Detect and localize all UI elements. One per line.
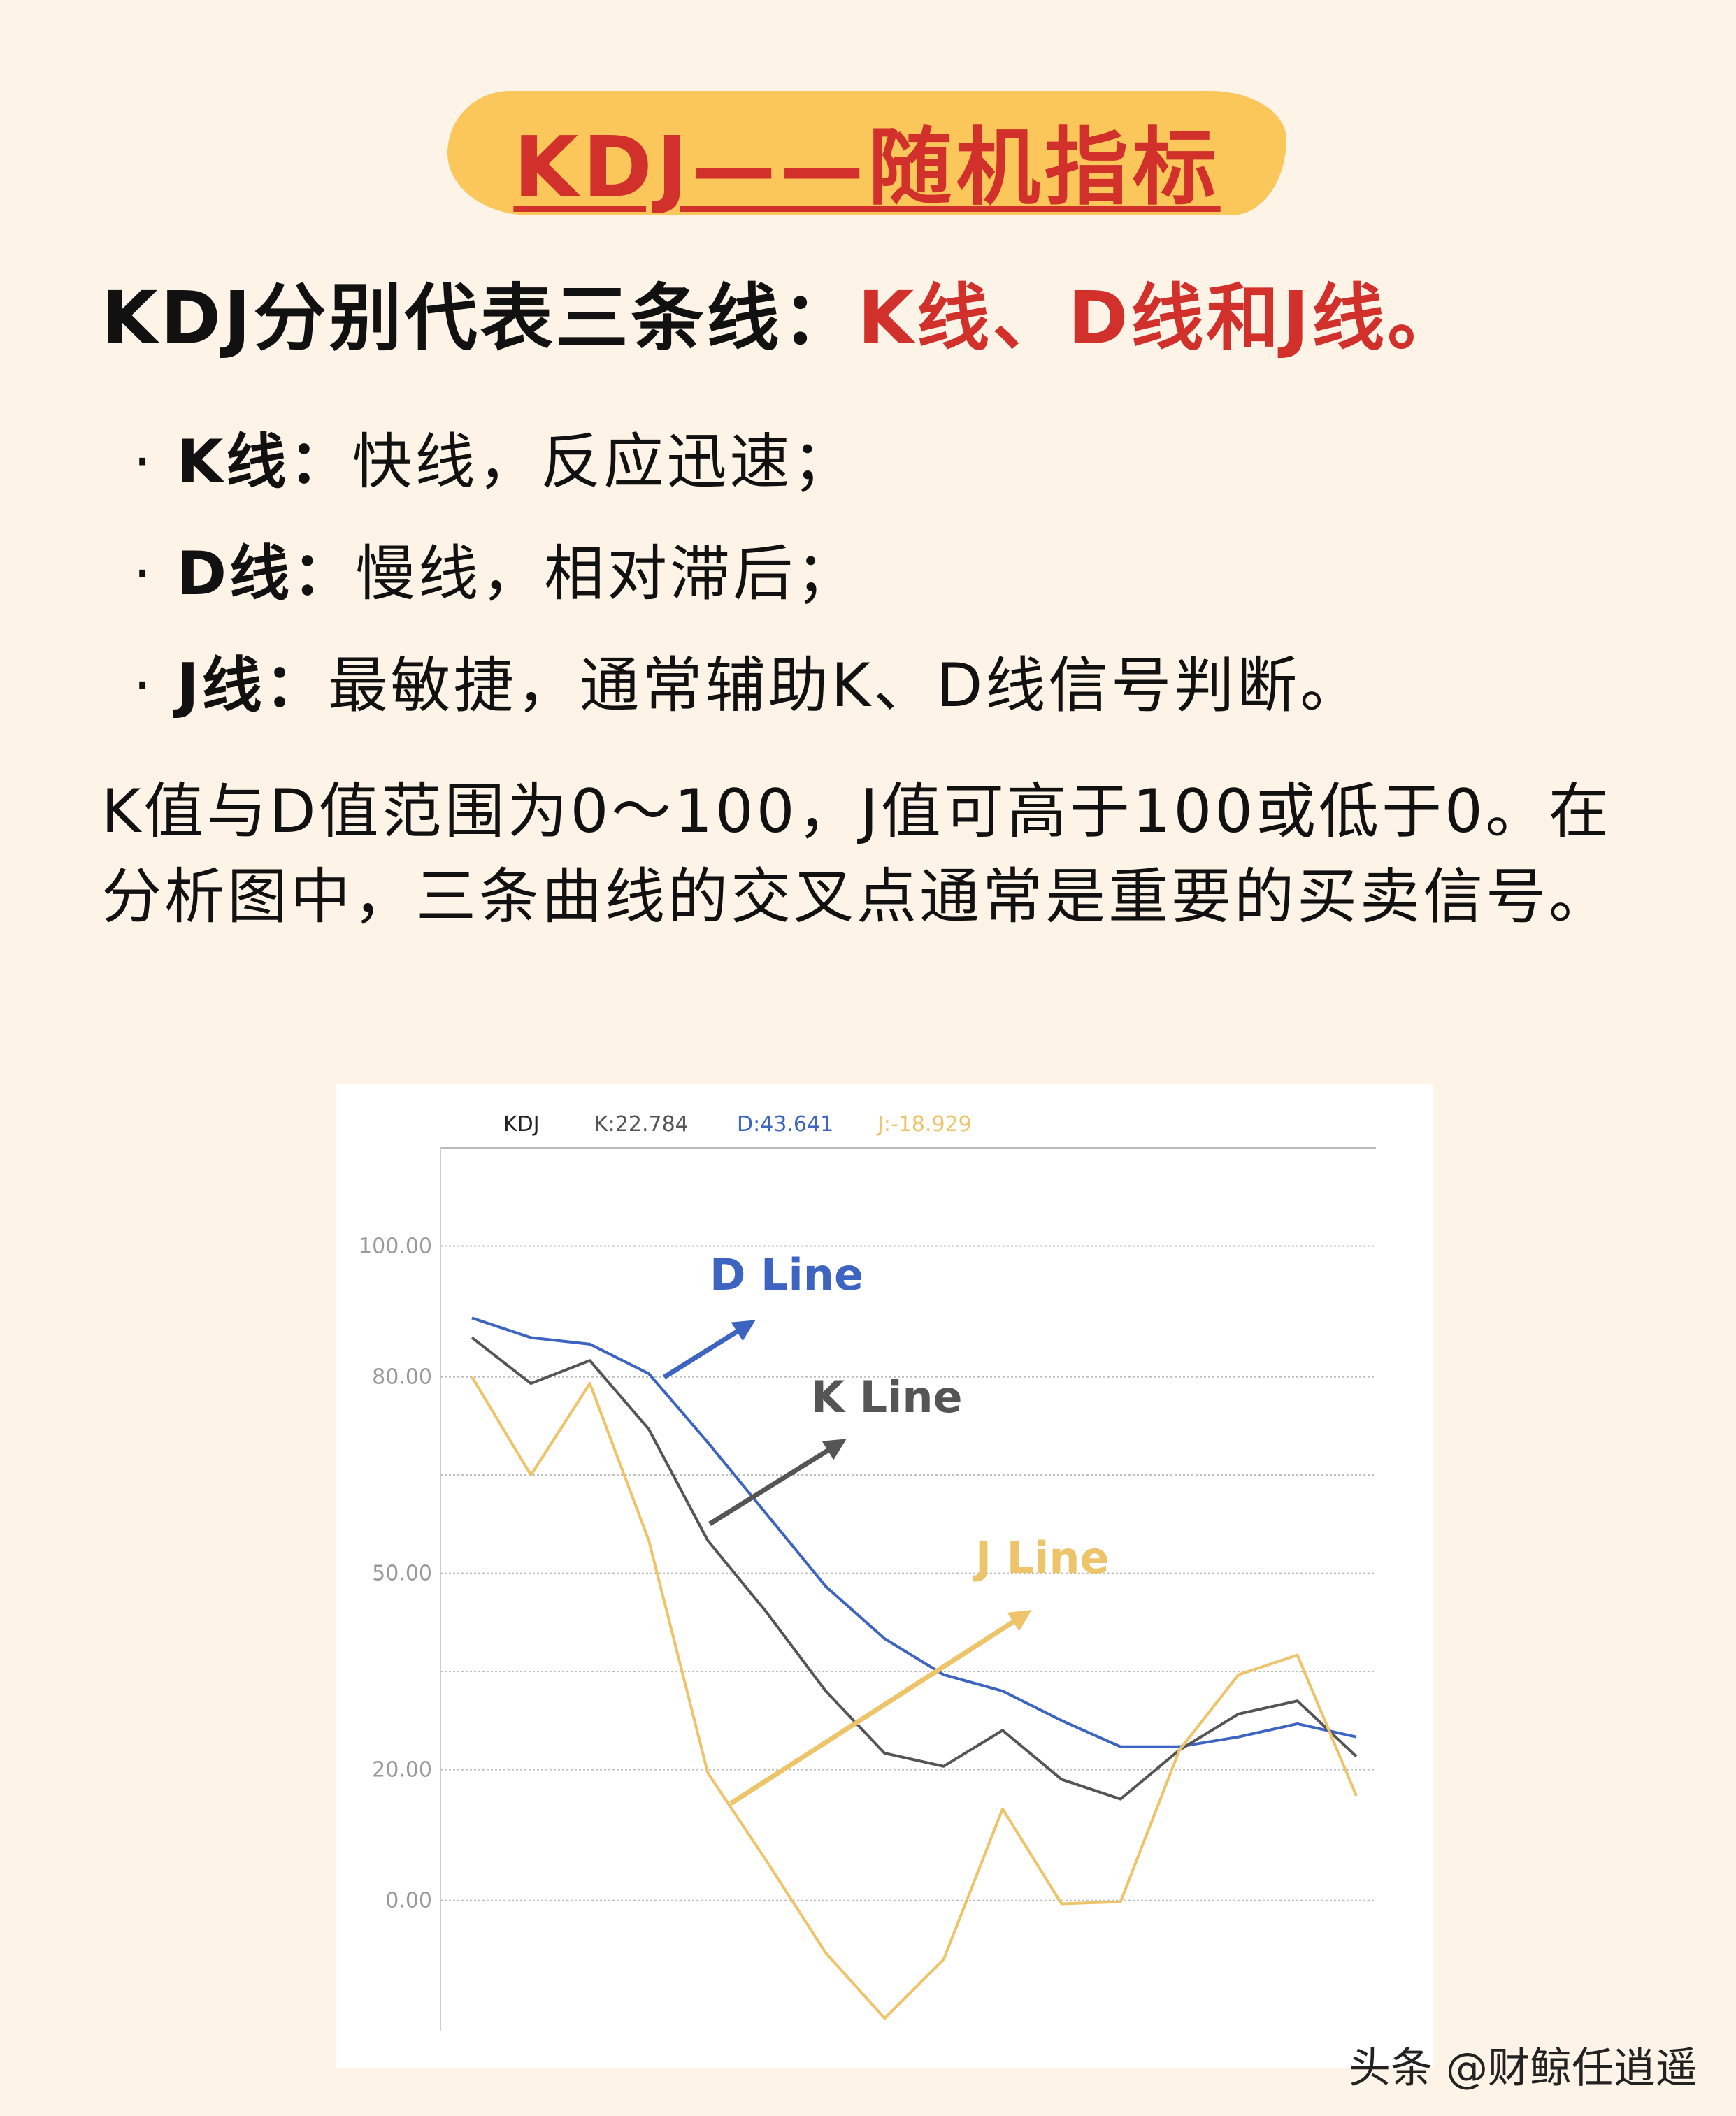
watermark: 头条 @财鲸任逍遥 — [1348, 2044, 1698, 2093]
bullet-key: D线： — [176, 539, 356, 609]
bullet-k-line: · K线：快线，反应迅速； — [133, 412, 855, 500]
kdj-chart: KDJ K:22.784 D:43.641 J:-18.929 100.00 80… — [336, 1084, 1433, 2068]
annotation-arrow-j — [729, 1610, 1032, 1806]
chart-header-k: K:22.784 — [594, 1112, 689, 1137]
explanation-paragraph: K值与D值范围为0～100，J值可高于100或低于0。在分析图中，三条曲线的交叉… — [101, 777, 1612, 932]
series-line-d — [471, 1316, 1357, 1748]
bullet-d-line: · D线：慢线，相对滞后； — [133, 524, 859, 612]
y-tick-label: 80.00 — [372, 1365, 432, 1390]
bullet-text: 最敏捷，通常辅助K、D线信号判断。 — [327, 651, 1363, 721]
y-tick-label: 0.00 — [385, 1889, 432, 1913]
headline: KDJ分别代表三条线：K线、D线和J线。 — [101, 259, 1463, 364]
page-title: KDJ——随机指标 — [513, 120, 1221, 217]
bullet-j-line: · J线：最敏捷，通常辅助K、D线信号判断。 — [133, 636, 1363, 724]
series-line-j — [471, 1376, 1358, 2020]
bullet-text: 快线，反应迅速； — [352, 427, 856, 497]
chart-header-j: J:-18.929 — [876, 1112, 972, 1137]
bullet-dot: · — [133, 427, 155, 497]
y-tick-label: 50.00 — [372, 1562, 432, 1586]
annotation-label-k: K Line — [811, 1372, 963, 1423]
chart-header-name: KDJ — [503, 1112, 540, 1137]
headline-prefix: KDJ分别代表三条线： — [101, 275, 858, 361]
annotation-label-j: J Line — [973, 1532, 1110, 1583]
annotation-arrow-k — [708, 1439, 847, 1526]
y-tick-label: 20.00 — [372, 1757, 432, 1782]
chart-header-d: D:43.641 — [737, 1112, 833, 1137]
annotation-label-d: D Line — [710, 1249, 863, 1300]
title-banner: KDJ——随机指标 — [447, 78, 1286, 217]
bullet-dot: · — [133, 651, 155, 721]
headline-highlight: K线、D线和J线。 — [857, 275, 1463, 361]
series-line-k — [471, 1336, 1358, 1801]
y-tick-label: 100.00 — [359, 1234, 432, 1258]
title-highlight-shape — [447, 91, 1286, 215]
annotation-arrow-d — [663, 1320, 756, 1379]
bullet-text: 慢线，相对滞后； — [355, 539, 859, 609]
bullet-key: J线： — [176, 651, 328, 721]
kdj-chart-svg: KDJ K:22.784 D:43.641 J:-18.929 100.00 80… — [359, 1112, 1376, 2031]
bullet-key: K线： — [176, 427, 352, 497]
bullet-dot: · — [133, 539, 155, 609]
